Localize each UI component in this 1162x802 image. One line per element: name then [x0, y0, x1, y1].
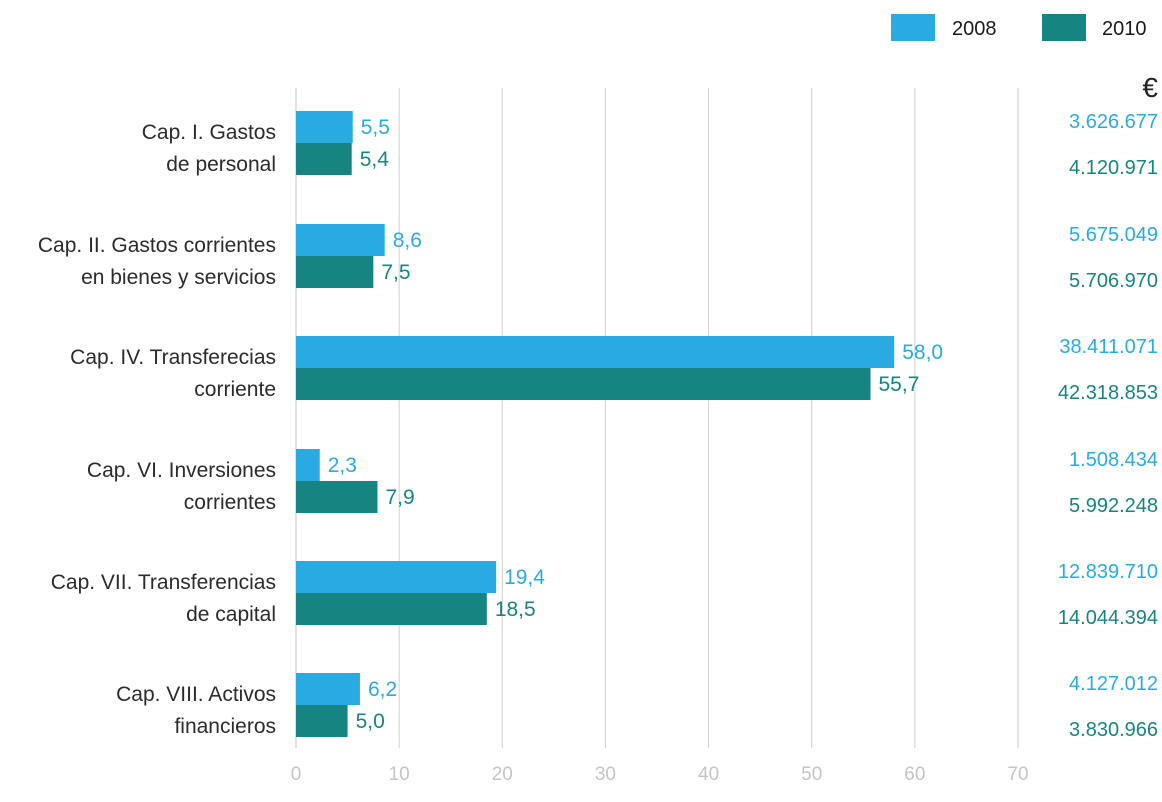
- euro-amount: 12.839.710: [1058, 561, 1158, 583]
- euro-amount: 5.992.248: [1069, 495, 1158, 517]
- bar-2008-5: [296, 561, 497, 593]
- bar-2010-5: [296, 593, 487, 625]
- category-label: corriente: [194, 378, 276, 401]
- bar-value-label: 2,3: [328, 454, 357, 477]
- bar-2008-4: [296, 449, 320, 481]
- bar-value-label: 58,0: [902, 341, 943, 364]
- bar-2008-1: [296, 111, 353, 143]
- legend-swatch-2010: [1042, 14, 1086, 41]
- euro-amount: 1.508.434: [1069, 449, 1158, 471]
- euro-amount: 3.830.966: [1069, 719, 1158, 741]
- euro-amount: 4.127.012: [1069, 673, 1158, 695]
- euro-amount: 42.318.853: [1058, 382, 1158, 404]
- legend-swatch-2008: [891, 14, 935, 41]
- category-label: de personal: [166, 153, 276, 176]
- bar-2008-2: [296, 224, 385, 256]
- euro-amount: 38.411.071: [1059, 336, 1158, 358]
- bar-value-label: 7,5: [381, 261, 410, 284]
- x-tick-label: 50: [801, 764, 822, 785]
- category-label: en bienes y servicios: [81, 266, 276, 289]
- gridlines: [295, 88, 1019, 748]
- x-axis-ticks: 0 10 20 30 40 50 60 70: [291, 764, 1029, 785]
- euro-column-header: €: [1142, 72, 1158, 103]
- legend-label-2010: 2010: [1102, 18, 1147, 40]
- x-tick-label: 10: [389, 764, 410, 785]
- bar-value-label: 5,0: [356, 710, 385, 733]
- x-tick-label: 70: [1007, 764, 1028, 785]
- bar-2010-3: [296, 368, 871, 400]
- x-tick-label: 30: [595, 764, 616, 785]
- bar-value-label: 8,6: [393, 229, 422, 252]
- euro-amount: 14.044.394: [1058, 607, 1158, 629]
- category-label: Cap. VI. Inversiones: [87, 459, 276, 482]
- euro-amount: 3.626.677: [1069, 111, 1158, 133]
- legend: 2008 2010: [891, 14, 1147, 41]
- bar-value-label: 18,5: [495, 598, 536, 621]
- bar-value-label: 7,9: [385, 486, 414, 509]
- bar-2010-1: [296, 143, 352, 175]
- bar-value-label: 6,2: [368, 678, 397, 701]
- bar-2010-2: [296, 256, 374, 288]
- category-label: Cap. IV. Transferecias: [70, 346, 276, 369]
- category-labels: Cap. I. Gastos de personal Cap. II. Gastos…: [38, 121, 276, 738]
- bar-value-label: 5,5: [361, 116, 390, 139]
- x-tick-label: 20: [492, 764, 513, 785]
- bars: 5,5 3.626.677 5,4 4.120.971 8,6 5.675.049 7,5 5…: [296, 111, 1158, 741]
- bar-value-label: 5,4: [360, 148, 390, 171]
- category-label: Cap. II. Gastos corrientes: [38, 234, 276, 257]
- euro-amount: 4.120.971: [1069, 157, 1158, 179]
- category-label: corrientes: [184, 491, 276, 514]
- euro-amount: 5.706.970: [1069, 270, 1158, 292]
- legend-label-2008: 2008: [952, 18, 997, 40]
- euro-amount: 5.675.049: [1069, 224, 1158, 246]
- category-label: Cap. I. Gastos: [142, 121, 276, 144]
- category-label: Cap. VII. Transferencias: [51, 571, 276, 594]
- category-label: financieros: [174, 715, 276, 738]
- bar-2010-6: [296, 705, 348, 737]
- x-tick-label: 40: [698, 764, 719, 785]
- category-label: de capital: [186, 603, 276, 626]
- bar-2008-3: [296, 336, 895, 368]
- bar-value-label: 55,7: [879, 373, 920, 396]
- bar-2008-6: [296, 673, 360, 705]
- bar-2010-4: [296, 481, 378, 513]
- x-tick-label: 60: [904, 764, 925, 785]
- x-tick-label: 0: [291, 764, 302, 785]
- category-label: Cap. VIII. Activos: [116, 683, 276, 706]
- bar-value-label: 19,4: [504, 566, 545, 589]
